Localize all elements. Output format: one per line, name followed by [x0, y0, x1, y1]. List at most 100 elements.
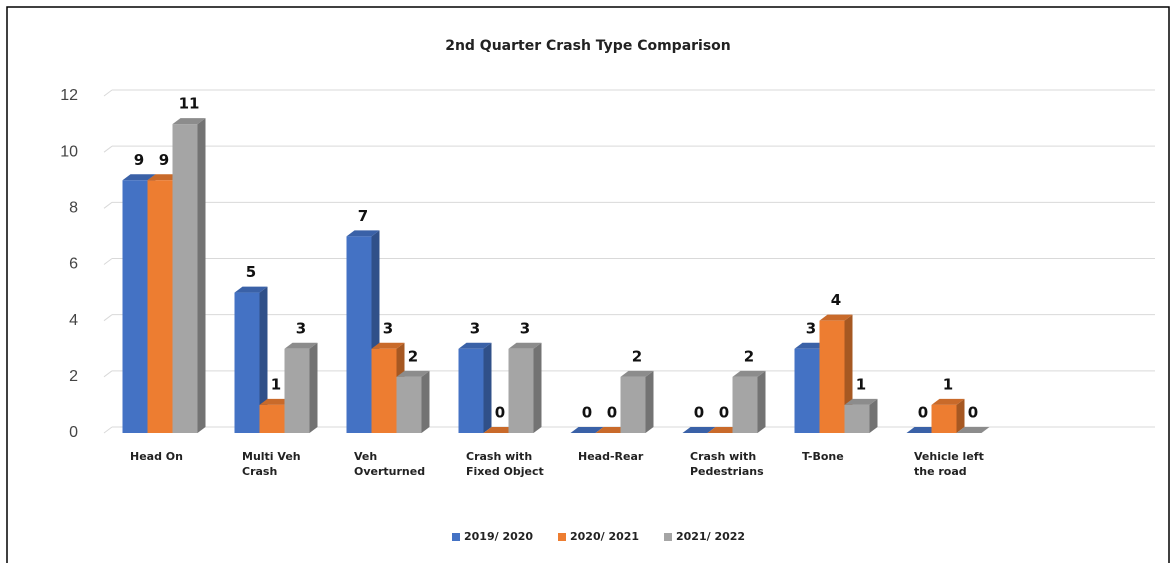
bar	[819, 320, 845, 433]
bar-top	[682, 427, 716, 433]
bar-side	[956, 398, 965, 433]
data-label: 2	[744, 347, 754, 365]
bar-top	[122, 174, 156, 181]
bar	[620, 376, 646, 433]
data-label: 3	[806, 319, 816, 337]
bar	[931, 404, 957, 433]
data-label: 0	[719, 404, 729, 422]
legend-label: 2020/ 2021	[570, 530, 640, 543]
legend-item: 2019/ 2020	[452, 530, 533, 543]
grid-line-side	[103, 314, 113, 322]
y-tick-label: 12	[60, 87, 78, 104]
grid-line-side	[103, 258, 113, 265]
bar	[234, 292, 260, 433]
bar-top	[844, 398, 878, 405]
bar-top	[483, 427, 517, 433]
bar-top	[234, 286, 268, 293]
bar-top	[595, 427, 629, 433]
legend-item: 2021/ 2022	[664, 530, 745, 543]
bar-top	[620, 370, 654, 377]
x-tick-label: Head-Rear	[578, 450, 644, 463]
legend-label: 2021/ 2022	[676, 530, 746, 543]
y-tick-label: 2	[69, 368, 78, 385]
data-label: 0	[918, 404, 928, 422]
x-tick-label: T-Bone	[802, 450, 844, 463]
bar	[122, 180, 148, 433]
x-tick-label: Crash with Fixed Object	[466, 450, 544, 478]
data-label: 11	[179, 95, 200, 113]
data-label: 0	[968, 404, 978, 422]
data-label: 1	[856, 375, 866, 393]
bar-top	[346, 230, 380, 237]
bar-top	[819, 314, 853, 321]
bar	[844, 404, 870, 433]
grid-line-side	[103, 426, 113, 434]
x-tick-label: Multi Veh Crash	[242, 450, 301, 478]
x-tick-label: Veh Overturned	[354, 450, 426, 478]
bar-side	[757, 370, 766, 433]
data-label: 9	[159, 151, 169, 169]
data-label: 0	[495, 404, 505, 422]
chart-title: 2nd Quarter Crash Type Comparison	[445, 38, 731, 54]
x-tick-label: Head On	[130, 450, 183, 463]
bar	[732, 376, 758, 433]
bar-side	[645, 370, 654, 433]
bar	[259, 404, 285, 433]
bar	[458, 348, 484, 433]
bar-top	[906, 427, 940, 433]
data-label: 4	[831, 291, 841, 309]
bar	[172, 124, 198, 433]
bar	[371, 348, 397, 433]
y-tick-label: 0	[69, 424, 78, 441]
bar-top	[259, 398, 293, 405]
data-label: 1	[271, 375, 281, 393]
legend-swatch	[452, 532, 460, 541]
data-label: 5	[246, 263, 256, 281]
grid-line-side	[103, 370, 113, 378]
grid-line-side	[103, 201, 113, 209]
y-tick-label: 8	[69, 200, 78, 217]
bar-top	[458, 342, 492, 349]
data-label: 7	[358, 207, 368, 225]
data-label: 0	[607, 404, 617, 422]
data-label: 1	[943, 375, 953, 393]
bar-side	[533, 342, 542, 433]
x-tick-label: Crash with Pedestrians	[690, 450, 764, 478]
data-label: 3	[520, 319, 530, 337]
bar	[396, 376, 422, 433]
data-label: 0	[582, 404, 592, 422]
legend-item: 2020/ 2021	[558, 530, 639, 543]
grid-line-side	[103, 89, 113, 97]
data-label: 2	[632, 347, 642, 365]
y-tick-label: 4	[69, 312, 78, 329]
bar-side	[309, 342, 318, 433]
bar-top	[147, 174, 181, 181]
bar-top	[396, 370, 430, 377]
legend-label: 2019/ 2020	[464, 530, 534, 543]
bar-top	[371, 342, 405, 349]
legend-swatch	[664, 532, 672, 541]
bar-top	[284, 342, 318, 349]
bar-side	[483, 342, 492, 433]
bar	[346, 236, 372, 433]
data-label: 0	[694, 404, 704, 422]
bar-side	[421, 370, 430, 433]
x-tick-label: Vehicle left the road	[914, 450, 984, 478]
bar-top	[956, 427, 990, 433]
data-label: 2	[408, 347, 418, 365]
data-label: 3	[296, 319, 306, 337]
bar-side	[869, 398, 878, 433]
bar-top	[707, 427, 741, 433]
bar	[508, 348, 534, 433]
bar-top	[732, 370, 766, 377]
data-label: 9	[134, 151, 144, 169]
bar-side	[259, 286, 268, 433]
bar-top	[172, 118, 206, 125]
bar-top	[570, 427, 604, 433]
data-label: 3	[383, 319, 393, 337]
bar-side	[197, 118, 206, 433]
grid-line-side	[103, 145, 113, 153]
data-label: 3	[470, 319, 480, 337]
bar	[794, 348, 820, 433]
